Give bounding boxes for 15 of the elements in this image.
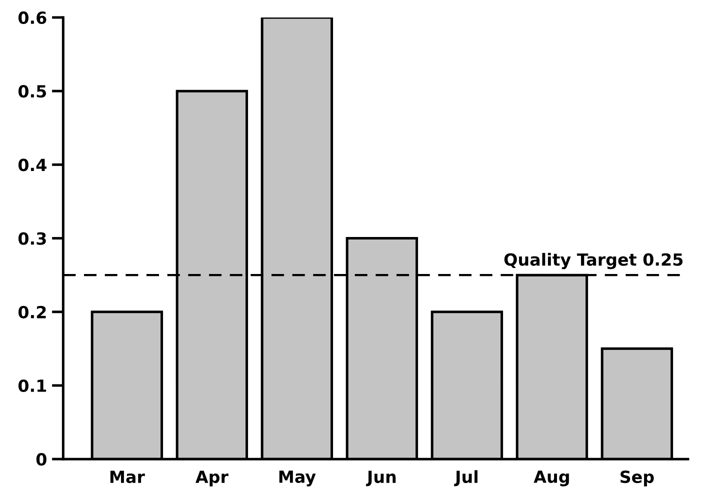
- ref-line-label: Quality Target 0.25: [504, 252, 683, 270]
- x-tick-label: Jun: [366, 470, 396, 486]
- x-tick-label: Aug: [534, 470, 569, 486]
- y-tick-label: 0: [36, 453, 46, 466]
- x-tick-label: Apr: [195, 470, 228, 486]
- x-tick-label: Mar: [110, 470, 145, 484]
- x-tick-label: May: [279, 470, 316, 486]
- y-tick-label: 0.1: [18, 379, 46, 392]
- y-tick-label: 0.2: [18, 306, 46, 318]
- y-tick-label: 0.5: [18, 85, 46, 98]
- x-tick-label: Jul: [454, 470, 478, 486]
- x-tick-label: Sep: [620, 470, 654, 486]
- y-tick-label: 0.4: [18, 158, 46, 172]
- y-tick-label: 0.3: [18, 232, 46, 245]
- y-tick-label: 0.6: [18, 11, 46, 24]
